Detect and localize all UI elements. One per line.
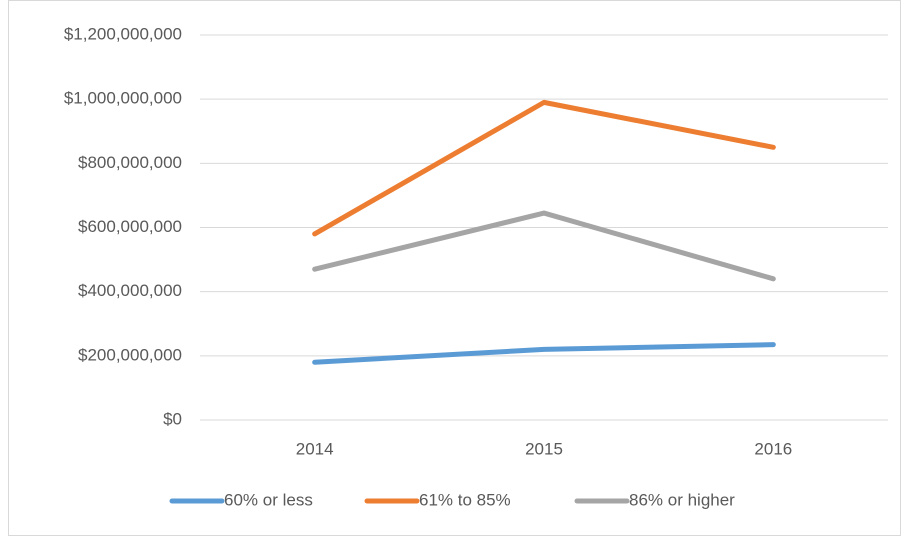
x-tick-label: 2015 — [525, 439, 563, 458]
x-tick-label: 2016 — [754, 439, 792, 458]
legend-label: 60% or less — [224, 490, 313, 509]
y-tick-label: $0 — [163, 409, 182, 428]
series-line — [312, 210, 776, 282]
legend-label: 61% to 85% — [419, 490, 511, 509]
y-tick-label: $400,000,000 — [78, 281, 182, 300]
series-line — [312, 342, 776, 365]
chart-border — [8, 0, 901, 536]
y-tick-label: $600,000,000 — [78, 217, 182, 236]
legend-label: 86% or higher — [629, 490, 735, 509]
y-tick-label: $200,000,000 — [78, 345, 182, 364]
y-tick-label: $800,000,000 — [78, 153, 182, 172]
y-tick-label: $1,000,000,000 — [64, 89, 182, 108]
y-tick-label: $1,200,000,000 — [64, 24, 182, 43]
series-line — [312, 99, 776, 237]
x-tick-label: 2014 — [296, 439, 334, 458]
